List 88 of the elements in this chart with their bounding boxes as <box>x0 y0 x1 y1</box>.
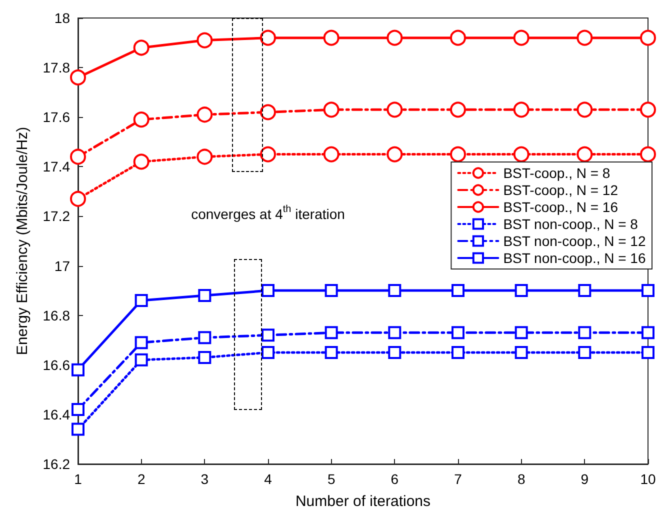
point <box>134 336 148 350</box>
point <box>576 102 593 118</box>
point <box>640 102 656 118</box>
point <box>452 346 464 359</box>
point <box>514 284 528 298</box>
y-tick-label: 16.4 <box>42 406 70 422</box>
legend-label: BST non-coop., N = 12 <box>503 233 646 249</box>
point <box>260 146 276 162</box>
y-tick-label: 16.6 <box>42 356 70 373</box>
point <box>262 346 274 359</box>
point <box>72 363 84 376</box>
point <box>323 146 340 162</box>
point <box>324 284 338 298</box>
point <box>260 104 276 120</box>
point <box>386 146 403 162</box>
point <box>260 30 276 46</box>
x-axis-title: Number of iterations <box>295 493 431 510</box>
x-tick-label: 2 <box>137 471 146 487</box>
legend-label: BST-coop., N = 12 <box>503 182 618 198</box>
point <box>450 30 466 46</box>
point <box>513 102 530 118</box>
y-tick-label: 17.6 <box>42 109 70 126</box>
x-tick-label: 9 <box>580 471 589 487</box>
point <box>324 346 338 359</box>
x-tick-label: 4 <box>264 471 272 487</box>
y-tick-label: 17.4 <box>42 158 70 175</box>
point <box>578 346 592 359</box>
point <box>262 284 274 298</box>
point <box>576 30 593 46</box>
point <box>196 106 213 123</box>
point <box>514 326 528 340</box>
point <box>642 284 654 298</box>
point <box>642 346 654 359</box>
point <box>640 30 656 46</box>
x-tick-label: 10 <box>640 471 656 487</box>
point <box>262 328 274 342</box>
x-tick-label: 6 <box>390 471 399 487</box>
point <box>196 148 213 165</box>
point <box>70 190 86 207</box>
point <box>450 102 466 118</box>
point <box>70 148 86 165</box>
point <box>452 284 464 298</box>
y-tick-label: 17.8 <box>42 60 70 76</box>
legend-label: BST non-coop., N = 8 <box>503 216 638 232</box>
legend-label: BST-coop., N = 8 <box>503 165 610 181</box>
x-tick-label: 5 <box>327 471 336 487</box>
point <box>388 326 402 340</box>
point <box>388 346 402 359</box>
point <box>513 146 530 162</box>
point <box>198 350 212 364</box>
point <box>70 69 86 86</box>
x-tick-label: 1 <box>74 471 82 487</box>
point <box>323 30 340 46</box>
point <box>133 154 150 170</box>
point <box>452 326 464 340</box>
point <box>388 284 402 298</box>
point <box>578 326 592 340</box>
y-tick-label: 16.2 <box>42 456 70 472</box>
point <box>386 30 403 46</box>
point <box>578 284 592 298</box>
y-tick-label: 16.8 <box>42 307 70 324</box>
x-tick-label: 7 <box>454 471 462 487</box>
point <box>134 294 148 307</box>
point <box>72 422 84 436</box>
y-axis-title: Energy Efficiency (Mbits/Joule/Hz) <box>14 126 31 356</box>
point <box>450 146 466 162</box>
point <box>134 353 148 366</box>
point <box>198 289 212 302</box>
point <box>324 326 338 340</box>
y-tick-label: 18 <box>54 10 70 26</box>
point <box>576 146 593 162</box>
point <box>323 102 340 118</box>
y-tick-label: 17 <box>54 258 70 274</box>
legend-label: BST-coop., N = 16 <box>503 199 618 215</box>
point <box>72 402 84 416</box>
point <box>386 102 403 118</box>
x-tick-label: 3 <box>200 471 209 487</box>
point <box>198 331 212 344</box>
point <box>640 146 656 162</box>
point <box>514 346 528 359</box>
x-tick-label: 8 <box>517 471 526 487</box>
legend-label: BST non-coop., N = 16 <box>503 250 646 266</box>
point <box>133 112 150 128</box>
point <box>513 30 530 46</box>
point <box>196 32 213 48</box>
point <box>642 326 654 340</box>
y-tick-label: 17.2 <box>42 208 70 224</box>
point <box>133 40 150 56</box>
